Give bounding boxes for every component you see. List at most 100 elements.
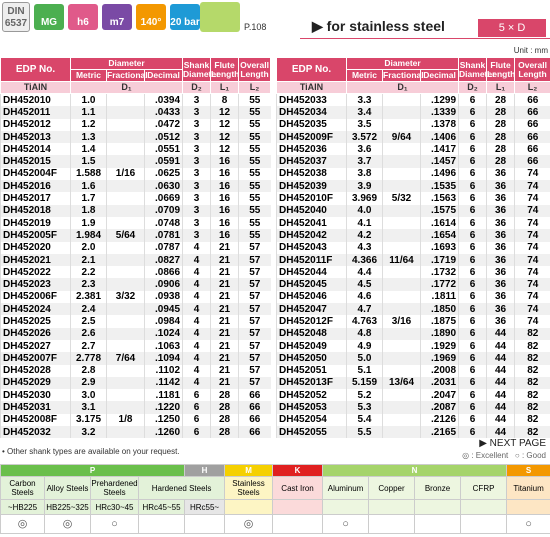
cell: DH452012	[0, 118, 71, 131]
cell: 44	[486, 426, 515, 439]
data-row: DH452053 5.3 .2087 6 44 82	[276, 401, 550, 414]
data-row: DH452006F 2.381 3/32.0938 4 21 57	[0, 290, 271, 304]
cell: 4	[182, 253, 211, 267]
hardness-cell: HRc30~45	[90, 499, 139, 515]
header-cell: Flute Length	[486, 57, 515, 82]
cell: DH452011F	[276, 253, 347, 267]
cell: 6	[458, 315, 487, 328]
cell: 21	[210, 327, 239, 340]
cell: 1.984	[70, 229, 107, 242]
cell: 74	[514, 253, 550, 267]
cell: .1142	[143, 376, 183, 390]
cell: 3.7	[346, 155, 383, 168]
cell: .1457	[419, 155, 459, 168]
cell: 2.2	[70, 266, 107, 279]
cell: 82	[514, 413, 550, 427]
cell: DH452016	[0, 180, 71, 193]
cell: 36	[486, 180, 515, 193]
cell	[382, 118, 421, 131]
header-cell: Fractional	[382, 69, 424, 82]
cell	[106, 401, 145, 414]
cell: DH452052	[276, 389, 347, 402]
cell: 6	[458, 241, 487, 254]
cell: .0394	[143, 93, 183, 107]
cell: 2.8	[70, 364, 107, 377]
cell: 2.6	[70, 327, 107, 340]
cell: DH452005F	[0, 229, 71, 242]
cell: 12	[210, 118, 239, 131]
cell: 74	[514, 315, 550, 328]
cell: DH452027	[0, 339, 71, 353]
cell: 6	[458, 130, 487, 144]
cell: 28	[210, 389, 239, 402]
cell: DH452047	[276, 303, 347, 316]
cell: 2.778	[70, 352, 107, 365]
cell: DH452037	[276, 155, 347, 168]
cell: 1/16	[106, 167, 145, 181]
next-page[interactable]: ▶ NEXT PAGE	[479, 438, 546, 449]
data-row: DH452052 5.2 .2047 6 44 82	[276, 389, 550, 402]
data-row: DH452030 3.0 .1181 6 28 66	[0, 389, 271, 402]
cell: 6	[458, 389, 487, 402]
cell: 16	[210, 216, 239, 230]
cell: .0748	[143, 216, 183, 230]
cell: 74	[514, 216, 550, 230]
cell: 6	[458, 290, 487, 304]
din-badge: DIN 6537	[2, 2, 30, 32]
cell: 57	[238, 266, 271, 279]
cell: 6	[458, 364, 487, 377]
material-name: Cast Iron	[272, 476, 324, 500]
data-row: DH452008F 3.175 1/8.1250 6 28 66	[0, 413, 271, 427]
cell: 57	[238, 376, 271, 390]
group-cell: M	[224, 464, 274, 477]
cell: 66	[514, 118, 550, 131]
cell: 3	[182, 204, 211, 217]
data-row: DH452051 5.1 .2008 6 44 82	[276, 364, 550, 377]
cell: 74	[514, 167, 550, 181]
cell: .2165	[419, 426, 459, 439]
cell: 3	[182, 130, 211, 144]
cell: DH452004F	[0, 167, 71, 181]
cell: 36	[486, 192, 515, 205]
data-row: DH452014 1.4 .0551 3 12 55	[0, 143, 271, 156]
cell: .0472	[143, 118, 183, 131]
cell: DH452028	[0, 364, 71, 377]
data-row: DH452041 4.1 .1614 6 36 74	[276, 216, 550, 230]
cell: 3	[182, 167, 211, 181]
din-bottom: 6537	[4, 18, 28, 29]
cell: 55	[238, 167, 271, 181]
cell: 3.6	[346, 143, 383, 156]
cell	[382, 278, 421, 291]
cell: 3.3	[346, 93, 383, 107]
data-row: DH452037 3.7 .1457 6 28 66	[276, 155, 550, 168]
cell: 4.6	[346, 290, 383, 304]
cell: 6	[458, 339, 487, 353]
unit: Unit : mm	[513, 46, 548, 55]
cell	[106, 130, 145, 144]
cell: 6	[458, 204, 487, 217]
cell: 2.3	[70, 278, 107, 291]
cell	[382, 216, 421, 230]
cell: 11/64	[382, 253, 421, 267]
cell: 6	[458, 327, 487, 340]
data-row: DH452047 4.7 .1850 6 36 74	[276, 303, 550, 316]
cell: .1575	[419, 204, 459, 217]
header-cell: Decimal	[143, 69, 184, 82]
cell	[106, 143, 145, 156]
cell	[382, 290, 421, 304]
cell: 4	[182, 266, 211, 279]
cell	[382, 426, 421, 439]
cell: 9/64	[382, 130, 421, 144]
cell: 6	[458, 167, 487, 181]
cell: 57	[238, 278, 271, 291]
cell: .1772	[419, 278, 459, 291]
cell: .1732	[419, 266, 459, 279]
rating-cell	[368, 514, 416, 534]
group-cell: P	[0, 464, 186, 477]
cell: 6	[182, 401, 211, 414]
header-cell: TiAlN	[0, 81, 71, 94]
cell: DH452020	[0, 241, 71, 254]
cell: 82	[514, 401, 550, 414]
